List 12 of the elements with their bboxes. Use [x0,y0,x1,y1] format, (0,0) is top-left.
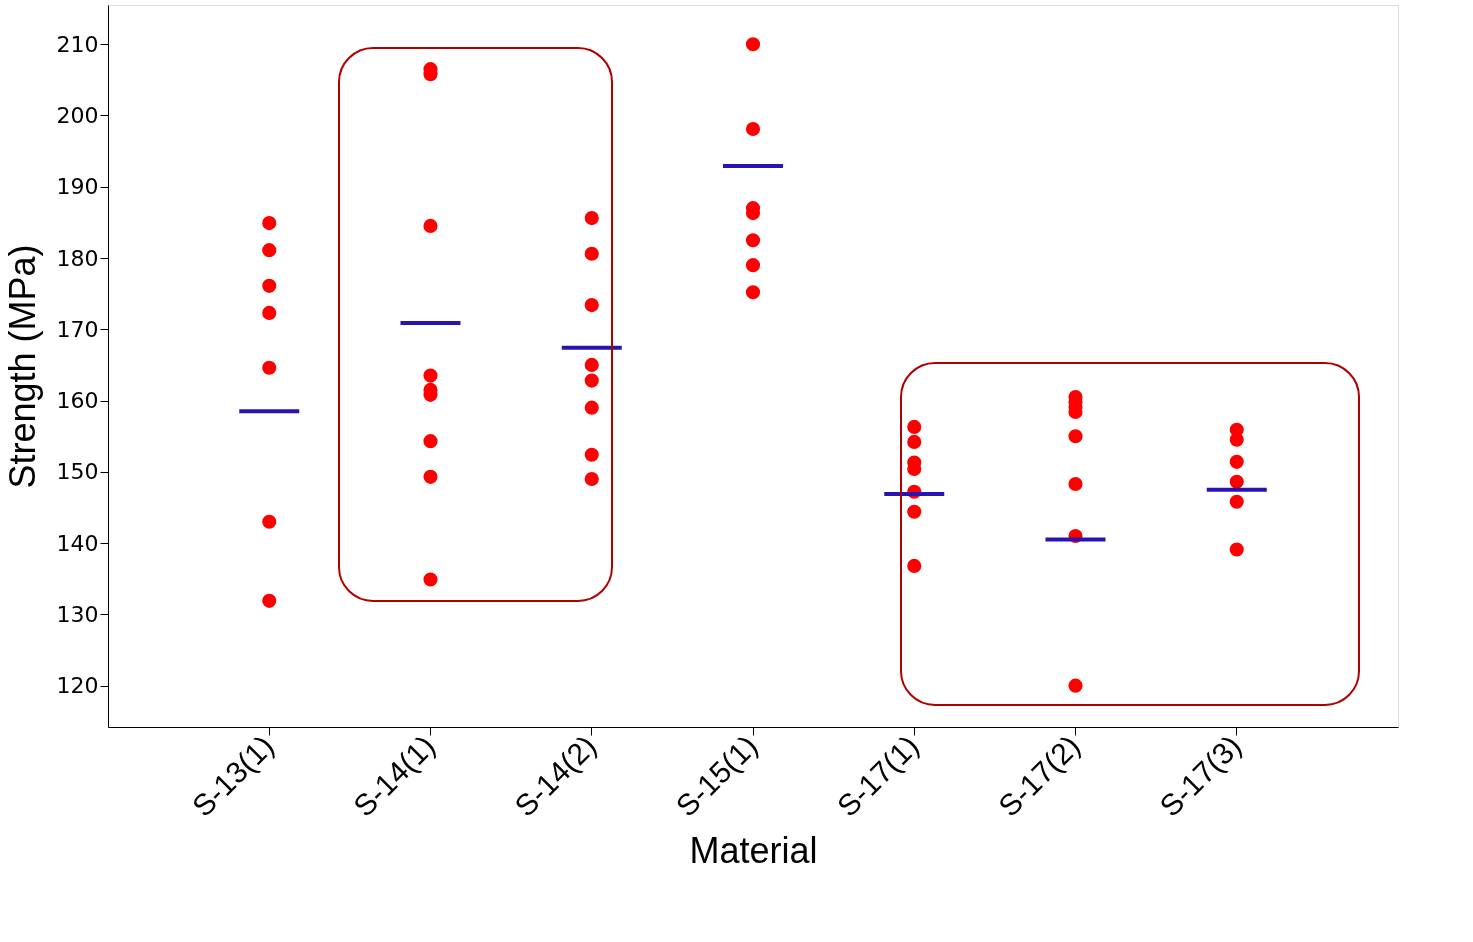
y-tick-label: 130 [56,601,99,627]
y-axis-title: Strength (MPa) [1,244,43,489]
y-tick-label: 120 [56,673,99,699]
y-tick-label: 190 [56,174,99,200]
y-tick-label: 180 [56,245,99,271]
y-tick-label: 200 [56,102,99,128]
y-tick-label: 170 [56,316,99,342]
y-tick-label: 160 [56,388,99,414]
x-axis-title: Material [689,829,818,871]
y-tick-label: 210 [56,31,99,57]
y-tick-label: 140 [56,530,99,556]
y-tick-label: 150 [56,459,99,485]
